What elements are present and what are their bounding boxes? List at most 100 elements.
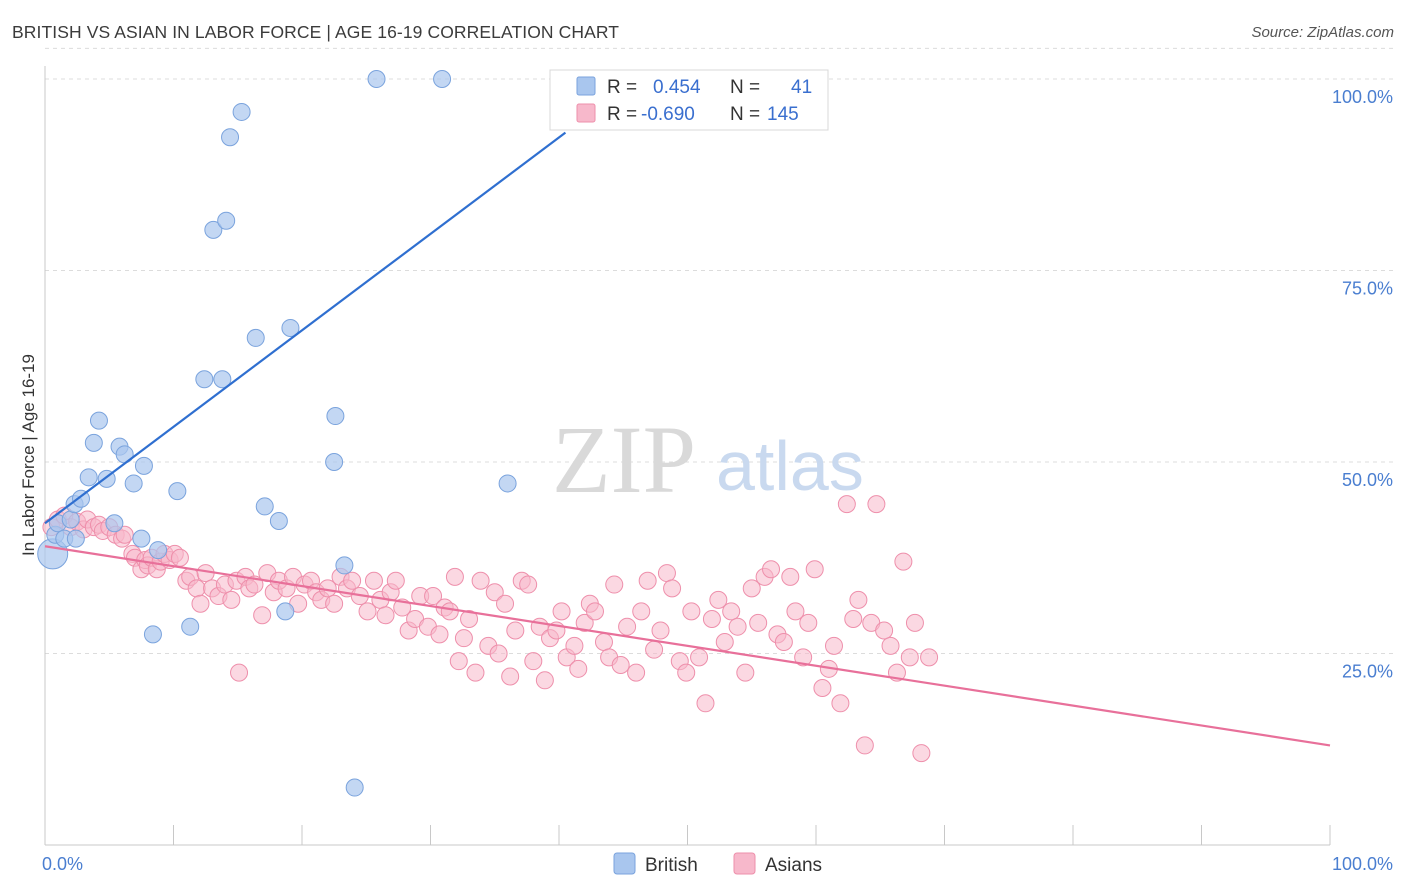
asians-point [867,495,886,514]
asians-point [364,571,383,590]
asians-r-label: R = [607,104,637,125]
asians-point [115,525,134,544]
asians-point [728,617,747,636]
british-r-value: 0.454 [653,77,701,98]
asians-point [875,621,894,640]
british-point [204,220,223,239]
asians-point [805,560,824,579]
asians-n-label: N = [730,104,760,125]
british-point [143,625,162,644]
asians-n-value: 145 [767,104,799,125]
british-point [84,433,103,452]
y-tick-label: 100.0% [1332,87,1393,107]
asians-point [627,663,646,682]
asians-point [794,648,813,667]
british-n-label: N = [730,77,760,98]
asians-point [454,629,473,648]
asians-point [844,610,863,629]
legend-british-label: British [645,855,698,876]
chart-title: BRITISH VS ASIAN IN LABOR FORCE | AGE 16… [12,22,620,42]
asians-point [519,575,538,594]
legend-asians-label: Asians [765,855,822,876]
british-point [276,602,295,621]
asians-point [638,571,657,590]
y-tick-label: 25.0% [1342,662,1393,682]
asians-point [702,610,721,629]
asians-point [430,625,449,644]
british-point [433,70,452,88]
asians-point [837,495,856,514]
asians-point [466,663,485,682]
asians-point [900,648,919,667]
asians-point [715,633,734,652]
watermark-zip: ZIP [552,406,696,513]
asians-point [682,602,701,621]
british-point [213,370,232,389]
asians-point [722,602,741,621]
trend-lines [44,131,1331,747]
british-trend-line [44,131,567,525]
watermark-atlas: atlas [716,427,864,505]
asians-trend-line [44,545,1331,747]
y-tick-label: 50.0% [1342,470,1393,490]
asians-point [594,633,613,652]
asians-point [736,663,755,682]
asians-point [855,736,874,755]
asians-point [831,694,850,713]
asians-point [651,621,670,640]
asians-point [824,636,843,655]
british-point [168,482,187,501]
british-point [269,511,288,530]
asians-point [912,744,931,763]
asians-point [696,694,715,713]
y-tick-label: 75.0% [1342,279,1393,299]
asians-point [471,571,490,590]
british-r-label: R = [607,77,637,98]
asians-point [440,602,459,621]
asians-point [524,652,543,671]
asians-swatch [576,103,596,123]
asians-point [657,564,676,583]
british-n-value: 41 [791,77,812,98]
asians-point [569,659,588,678]
asians-point [325,594,344,613]
asians-point [222,590,241,609]
asians-point [920,648,939,667]
british-point [326,407,345,426]
british-point [79,468,98,487]
british-point [498,474,517,493]
asians-point [709,590,728,609]
asians-point [690,648,709,667]
asians-point [618,617,637,636]
asians-point [575,613,594,632]
asians-point [191,594,210,613]
british-point [181,617,200,636]
asians-point [170,548,189,567]
british-point [89,411,108,430]
asians-point [742,579,761,598]
british-points [37,70,648,797]
asians-point [445,567,464,586]
asians-point [632,602,651,621]
asians-point [376,606,395,625]
asians-point [565,636,584,655]
y-axis-label: In Labor Force | Age 16-19 [19,354,38,556]
asians-point [849,590,868,609]
asians-point [605,575,624,594]
asians-point [501,667,520,686]
asians-point [894,552,913,571]
asians-point [774,633,793,652]
british-point [134,456,153,475]
asians-point [343,571,362,590]
asians-r-value: -0.690 [641,104,695,125]
british-point [345,778,364,797]
asians-point [535,671,554,690]
asians-point [881,636,900,655]
british-point [149,541,168,560]
british-point [221,128,240,147]
asians-point [496,594,515,613]
asians-point [460,610,479,629]
asians-point [762,560,781,579]
british-point [367,70,386,88]
